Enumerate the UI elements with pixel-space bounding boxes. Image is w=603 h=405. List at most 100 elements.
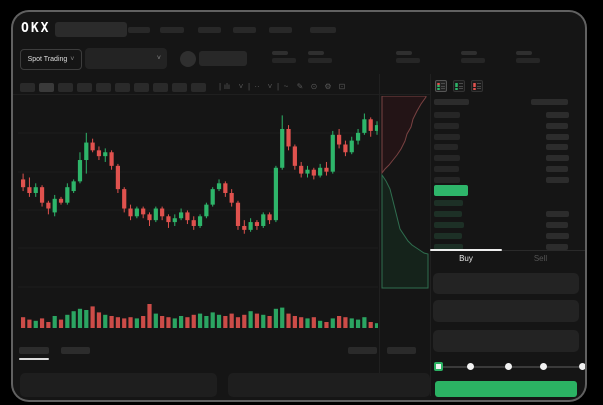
ask-row-amount [546, 155, 569, 162]
bid-row-price[interactable] [434, 233, 462, 239]
candle-type-icon[interactable]: ılı [223, 82, 231, 91]
orderbook-divider [430, 74, 431, 396]
ask-row-amount [546, 133, 569, 140]
book-asks-icon[interactable] [471, 80, 483, 92]
market-selector-button[interactable]: Spot Trading ˅ [20, 49, 82, 70]
timeframe-button[interactable] [20, 83, 35, 92]
fullscreen-icon[interactable]: ⊡ [338, 82, 346, 91]
bid-row-amount [546, 244, 568, 250]
stat-label-placeholder [272, 51, 288, 55]
market-selector-label: Spot Trading [27, 56, 68, 63]
ask-row-amount [546, 166, 568, 172]
orders-tab-indicator [19, 358, 49, 360]
camera-icon[interactable]: ⊙ [310, 82, 318, 91]
trading-app-window: OKX Spot Trading ˅ ˅ | ılı ˅ | ·· ˅ | ~ ✎ ⊙ ⚙ ⊡ Buy… [13, 12, 585, 400]
ask-row-price[interactable] [434, 133, 460, 140]
book-combined-icon[interactable] [435, 80, 447, 92]
trade-tabs-divider [430, 250, 585, 251]
interval-icon[interactable]: ·· [254, 82, 260, 91]
nav-item[interactable] [160, 27, 184, 33]
nav-item[interactable] [269, 27, 292, 33]
last-price-bar[interactable] [434, 185, 468, 196]
depth-divider [379, 74, 380, 396]
bid-row-amount [546, 222, 568, 228]
order-input-field[interactable] [433, 273, 579, 294]
buy-submit-button[interactable] [435, 381, 577, 397]
tab-buy[interactable]: Buy [459, 254, 473, 263]
timeframe-button[interactable] [77, 83, 92, 92]
chart-footer-button[interactable] [387, 347, 416, 354]
ask-row-price[interactable] [434, 166, 459, 172]
timeframe-button[interactable] [172, 83, 187, 92]
pair-title-placeholder [199, 51, 247, 66]
book-row-glyph [473, 87, 481, 90]
chart-footer-button[interactable] [348, 347, 377, 354]
stat-value-placeholder [516, 58, 540, 63]
chevron-down-icon[interactable]: ˅ [238, 82, 244, 91]
timeframe-button[interactable] [134, 83, 149, 92]
stat-label-placeholder [396, 51, 412, 55]
bid-row-price[interactable] [434, 222, 464, 228]
slider-stop-dot[interactable] [505, 363, 512, 370]
timeframe-button[interactable] [115, 83, 130, 92]
timeframe-button[interactable] [58, 83, 73, 92]
search-input[interactable] [55, 22, 127, 37]
book-row-glyph [455, 85, 463, 87]
timeframe-button[interactable] [96, 83, 111, 92]
slider-stop-dot[interactable] [540, 363, 547, 370]
stat-label-placeholder [516, 51, 532, 55]
book-row-glyph [437, 82, 445, 85]
ask-row-amount [546, 112, 569, 118]
ask-row-price[interactable] [434, 144, 458, 151]
book-row-glyph [455, 87, 463, 90]
ask-row-amount [546, 144, 568, 151]
slider-handle[interactable] [434, 362, 443, 371]
tab-sell[interactable]: Sell [533, 254, 548, 263]
bid-row-price[interactable] [434, 244, 463, 250]
book-bids-icon[interactable] [453, 80, 465, 92]
slider-stop-dot[interactable] [579, 363, 585, 370]
candlestick-chart[interactable] [18, 96, 378, 346]
nav-item[interactable] [310, 27, 336, 33]
ask-row-price[interactable] [434, 112, 460, 118]
timeframe-button[interactable] [153, 83, 168, 92]
stat-label-placeholder [461, 51, 477, 55]
order-input-field[interactable] [433, 300, 579, 322]
separator: | [276, 82, 280, 91]
stat-value-placeholder [461, 58, 485, 63]
ask-row-amount [546, 176, 569, 183]
orders-tab[interactable] [61, 347, 90, 354]
orders-tab[interactable] [19, 347, 49, 354]
nav-item[interactable] [198, 27, 221, 33]
ob-header-price [434, 99, 469, 105]
bid-row-price[interactable] [434, 200, 463, 206]
ask-row-amount [546, 122, 568, 129]
stat-value-placeholder [272, 58, 296, 63]
pair-select-dropdown[interactable]: ˅ [85, 48, 167, 69]
bid-row-amount [546, 233, 569, 239]
chevron-down-icon[interactable]: ˅ [267, 82, 273, 91]
timeframe-button[interactable] [191, 83, 206, 92]
chevron-down-icon: ˅ [156, 55, 161, 62]
stat-value-placeholder [396, 58, 420, 63]
separator: | [247, 82, 251, 91]
nav-item[interactable] [128, 27, 150, 33]
slider-stop-dot[interactable] [467, 363, 474, 370]
book-row-glyph [473, 85, 481, 87]
bid-row-price[interactable] [434, 211, 462, 217]
ask-row-price[interactable] [434, 122, 459, 129]
timeframe-button[interactable] [39, 83, 54, 92]
depth-chart[interactable] [380, 96, 430, 296]
ob-header-amount [531, 99, 568, 105]
coin-avatar [180, 51, 196, 67]
book-row-glyph [455, 82, 463, 85]
okx-logo[interactable]: OKX [21, 21, 51, 36]
draw-pencil-icon[interactable]: ✎ [296, 82, 304, 91]
indicator-wave-icon[interactable]: ~ [283, 82, 289, 91]
order-input-field[interactable] [433, 330, 579, 352]
settings-gear-icon[interactable]: ⚙ [324, 82, 332, 91]
ask-row-price[interactable] [434, 176, 460, 183]
ask-row-price[interactable] [434, 155, 460, 162]
toolbar-divider [13, 94, 430, 95]
nav-item[interactable] [233, 27, 256, 33]
